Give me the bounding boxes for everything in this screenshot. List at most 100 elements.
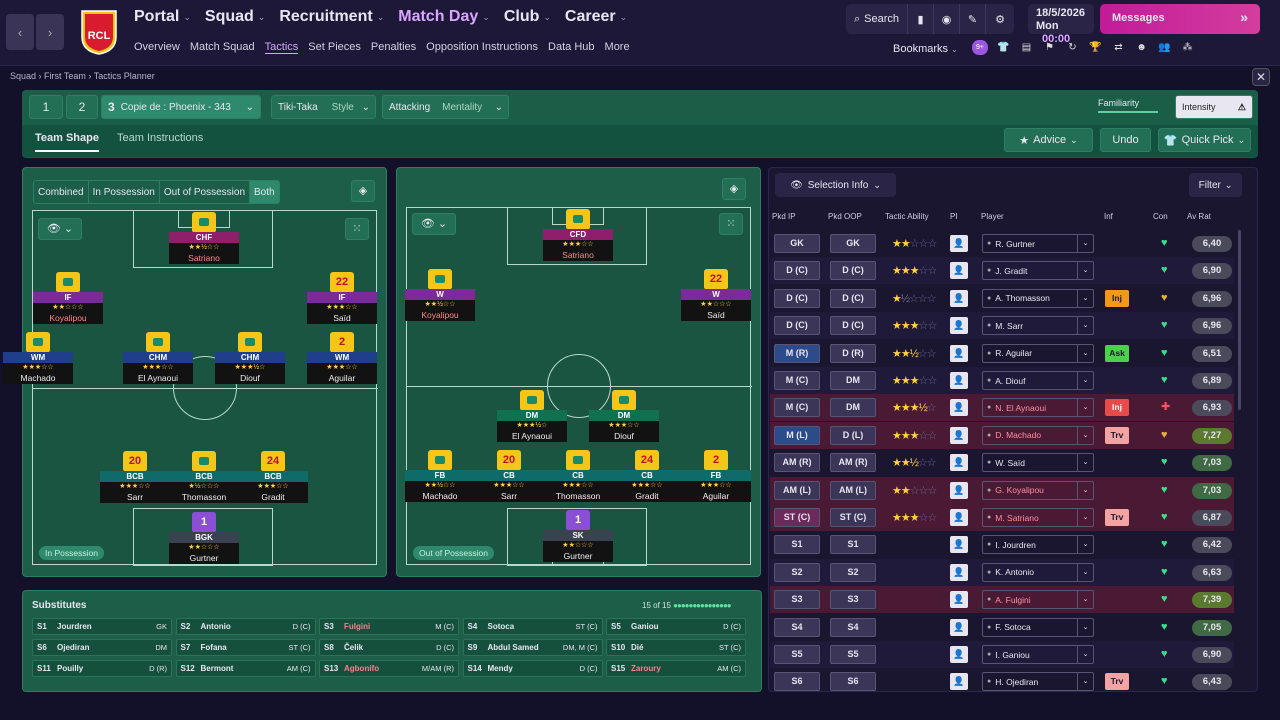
nav-squad[interactable]: Squad ⌄ (205, 8, 265, 26)
header-pi[interactable]: PI (950, 212, 958, 221)
style-dropdown[interactable]: Tiki-Taka Style ⌄ (271, 95, 376, 119)
formation-icon[interactable]: ⁙ (719, 213, 743, 235)
forward-arrow-icon[interactable]: › (36, 14, 64, 50)
date-box[interactable]: 18/5/2026 Mon 00:00 (1028, 4, 1094, 45)
substitute-item[interactable]: S7 Fofana ST (C) (175, 639, 316, 656)
table-row[interactable]: M (C) DM ★★★½☆ 👤 ● N. El Aynaoui ⌄ Inj ✚ 6,93 (770, 394, 1234, 422)
substitute-item[interactable]: S8 Čelik D (C) (319, 639, 459, 656)
edit-icon[interactable]: ✎ (960, 4, 986, 34)
player-select[interactable]: ● A. Fulgini ⌄ (982, 590, 1094, 610)
view-both-button[interactable]: Both (250, 181, 279, 203)
visibility-toggle[interactable]: 👁 ⌄ (412, 213, 456, 235)
pkd-ip-pill[interactable]: D (C) (774, 261, 820, 281)
pkd-oop-pill[interactable]: GK (830, 234, 876, 253)
pkd-oop-pill[interactable]: S4 (830, 617, 876, 637)
trophy-icon[interactable]: 🏆 (1089, 42, 1102, 53)
info-badge[interactable]: Inj (1105, 289, 1129, 307)
pkd-ip-pill[interactable]: AM (R) (774, 453, 820, 473)
table-row[interactable]: S5 S5 👤 ● I. Ganiou ⌄ ♥ 6,90 (770, 641, 1234, 668)
familiarity-meter[interactable]: Familiarity (1092, 95, 1167, 119)
pkd-ip-pill[interactable]: M (C) (774, 371, 820, 390)
substitute-item[interactable]: S3 Fulgini M (C) (319, 618, 459, 635)
compass-icon[interactable]: ◈ (722, 178, 746, 200)
header-player[interactable]: Player (981, 212, 1004, 221)
view-combined-button[interactable]: Combined (34, 181, 89, 203)
player-select[interactable]: ● A. Thomasson ⌄ (982, 288, 1094, 308)
player-position[interactable]: 2 WM ★★★☆☆ Aguilar (307, 332, 377, 384)
staff-icon[interactable]: ☻ (1136, 42, 1147, 53)
pkd-ip-pill[interactable]: M (R) (774, 343, 820, 363)
player-instructions-icon[interactable]: 👤 (950, 426, 968, 444)
nav-portal[interactable]: Portal ⌄ (134, 8, 191, 26)
player-position[interactable]: 24 BCB ★★★☆☆ Gradit (238, 451, 308, 503)
substitute-item[interactable]: S11 Pouilly D (R) (32, 660, 172, 677)
table-row[interactable]: S6 S6 👤 ● H. Ojediran ⌄ Trv ♥ 6,43 (770, 668, 1234, 695)
pkd-oop-pill[interactable]: S1 (830, 535, 876, 555)
player-position[interactable]: CHM ★★★½☆ Diouf (215, 332, 285, 384)
view-out-of-possession-button[interactable]: Out of Possession (159, 181, 251, 203)
player-instructions-icon[interactable]: 👤 (950, 317, 968, 335)
table-row[interactable]: AM (R) AM (R) ★★½☆☆ 👤 ● W. Saïd ⌄ ♥ 7,03 (770, 449, 1234, 476)
player-position[interactable]: IF ★★☆☆☆ Koyalipou (33, 272, 103, 324)
player-position[interactable]: CHF ★★½☆☆ Satriano (169, 212, 239, 264)
player-position[interactable]: BCB ★½☆☆☆ Thomasson (169, 451, 239, 503)
player-position[interactable]: CB ★★★☆☆ Thomasson (543, 450, 613, 502)
table-row[interactable]: AM (L) AM (L) ★★☆☆☆ 👤 ● G. Koyalipou ⌄ ♥ 7,03 (770, 476, 1234, 504)
player-instructions-icon[interactable]: 👤 (950, 289, 968, 307)
search-button[interactable]: ⌕ Search (846, 4, 908, 34)
network-icon[interactable]: ⁂ (1182, 42, 1193, 53)
player-position[interactable]: CHM ★★★☆☆ El Aynaoui (123, 332, 193, 384)
substitute-item[interactable]: S6 Ojediran DM (32, 639, 172, 656)
player-instructions-icon[interactable]: 👤 (950, 399, 968, 417)
pkd-oop-pill[interactable]: D (C) (830, 261, 876, 281)
header-av-rat[interactable]: Av Rat (1187, 212, 1211, 221)
pkd-oop-pill[interactable]: D (C) (830, 288, 876, 308)
player-position[interactable]: 1 SK ★★☆☆☆ Gurtner (543, 510, 613, 562)
table-row[interactable]: D (C) D (C) ★★★☆☆ 👤 ● J. Gradit ⌄ ♥ 6,90 (770, 257, 1234, 285)
pkd-oop-pill[interactable]: S5 (830, 645, 876, 664)
player-instructions-icon[interactable]: 👤 (950, 481, 968, 499)
table-row[interactable]: M (C) DM ★★★☆☆ 👤 ● A. Diouf ⌄ ♥ 6,89 (770, 367, 1234, 394)
table-row[interactable]: S2 S2 👤 ● K. Antonio ⌄ ♥ 6,63 (770, 558, 1234, 586)
header-tactic-ability[interactable]: Tactic Ability (885, 212, 929, 221)
player-instructions-icon[interactable]: 👤 (950, 563, 968, 581)
formation-icon[interactable]: ⁙ (345, 218, 369, 240)
player-position[interactable]: 1 BGK ★★☆☆☆ Gurtner (169, 512, 239, 564)
player-instructions-icon[interactable]: 👤 (950, 262, 968, 280)
player-instructions-icon[interactable]: 👤 (950, 235, 968, 252)
header-inf[interactable]: Inf (1104, 212, 1113, 221)
info-badge[interactable]: Inj (1105, 399, 1129, 417)
nav-career[interactable]: Career ⌄ (565, 8, 627, 26)
nav-match-day[interactable]: Match Day ⌄ (398, 8, 490, 26)
player-select[interactable]: ● W. Saïd ⌄ (982, 453, 1094, 473)
pkd-ip-pill[interactable]: AM (L) (774, 480, 820, 500)
pkd-oop-pill[interactable]: ST (C) (830, 508, 876, 527)
player-position[interactable]: DM ★★★½☆ El Aynaoui (497, 390, 567, 442)
tactic-slot-3[interactable]: 3 Copie de : Phoenix - 343 ⌄ (101, 95, 261, 119)
player-instructions-icon[interactable]: 👤 (950, 646, 968, 663)
substitute-item[interactable]: S13 Agbonifo M/AM (R) (319, 660, 459, 677)
advice-button[interactable]: ★ Advice ⌄ (1004, 128, 1093, 152)
subnav-overview[interactable]: Overview (134, 41, 180, 53)
clipboard-icon[interactable]: ▤ (1021, 42, 1032, 53)
subnav-data-hub[interactable]: Data Hub (548, 41, 595, 53)
nav-club[interactable]: Club ⌄ (504, 8, 551, 26)
pkd-ip-pill[interactable]: M (C) (774, 398, 820, 418)
table-row[interactable]: ST (C) ST (C) ★★★☆☆ 👤 ● M. Satriano ⌄ Trv ♥ 6,87 (770, 504, 1234, 531)
visibility-toggle[interactable]: 👁 ⌄ (38, 218, 82, 240)
view-in-possession-button[interactable]: In Possession (88, 181, 160, 203)
pkd-ip-pill[interactable]: S1 (774, 535, 820, 555)
pkd-ip-pill[interactable]: GK (774, 234, 820, 253)
tactic-slot-1[interactable]: 1 (29, 95, 63, 119)
pkd-oop-pill[interactable]: S2 (830, 562, 876, 582)
pkd-ip-pill[interactable]: D (C) (774, 316, 820, 336)
pkd-oop-pill[interactable]: S6 (830, 672, 876, 692)
subnav-tactics[interactable]: Tactics (264, 41, 299, 54)
player-position[interactable]: 20 CB ★★★☆☆ Sarr (474, 450, 544, 502)
pkd-ip-pill[interactable]: M (L) (774, 425, 820, 445)
pkd-ip-pill[interactable]: S3 (774, 590, 820, 610)
table-row[interactable]: S1 S1 👤 ● I. Jourdren ⌄ ♥ 6,42 (770, 531, 1234, 558)
substitute-item[interactable]: S10 Dié ST (C) (606, 639, 746, 656)
player-instructions-icon[interactable]: 👤 (950, 673, 968, 691)
compass-icon[interactable]: ◈ (351, 180, 375, 202)
